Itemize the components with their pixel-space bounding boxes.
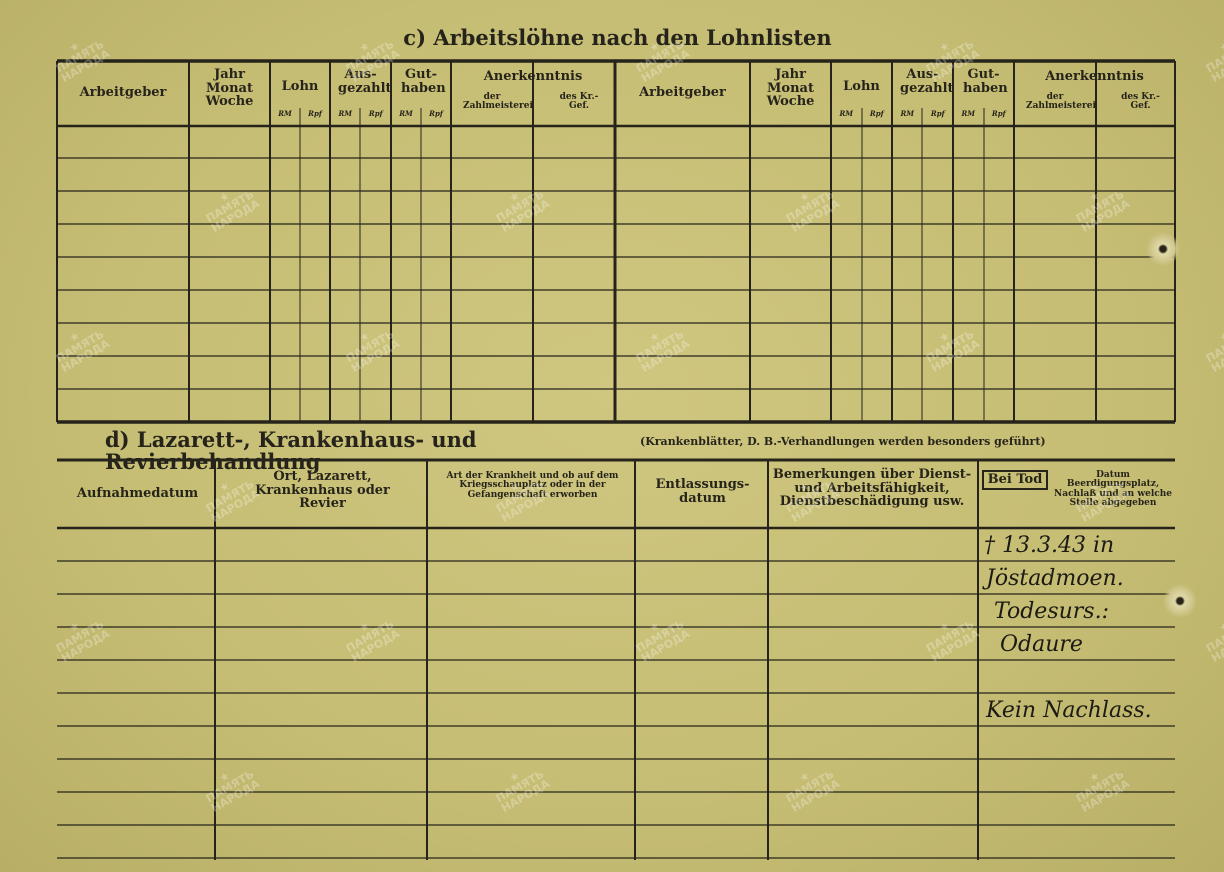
header-anerkenntnis: Anerkenntnis bbox=[1045, 69, 1144, 84]
header-lohn: Lohn bbox=[281, 79, 319, 94]
subheader-rm: RM bbox=[278, 109, 292, 118]
header-bei-tod: Bei Tod bbox=[982, 470, 1048, 490]
section-d-title: d) Lazarett-, Krankenhaus- und Revierbeh… bbox=[105, 427, 477, 475]
header-ausgezahlt: Aus-gezahlt bbox=[338, 67, 392, 96]
header-ausgezahlt: Aus-gezahlt bbox=[900, 67, 954, 96]
header-lohn: Lohn bbox=[843, 79, 880, 94]
subheader-rm: RM bbox=[399, 109, 413, 118]
subheader-rm: RM bbox=[338, 109, 353, 118]
handwritten-place: Jöstadmoen. bbox=[986, 566, 1124, 591]
punch-hole bbox=[1146, 232, 1180, 266]
subheader-rm: RM bbox=[900, 109, 915, 118]
header-zahlmeisterei: der Zahlmeisterei bbox=[463, 92, 533, 112]
subheader-rpf: Rpf bbox=[869, 109, 884, 118]
header-tod-detail: Datum Beerdigungsplatz, Nachlaß und an w… bbox=[1054, 470, 1172, 509]
handwritten-cause-label: Todesurs.: bbox=[994, 599, 1109, 624]
header-aufnahmedatum: Aufnahmedatum bbox=[76, 486, 199, 501]
header-arbeitgeber: Arbeitgeber bbox=[79, 85, 167, 100]
subheader-rpf: Rpf bbox=[368, 109, 383, 118]
header-kr-ges: des Kr.-Gef. bbox=[1121, 92, 1160, 112]
section-d-subtitle: (Krankenblätter, D. B.-Verhandlungen wer… bbox=[640, 435, 1046, 448]
handwritten-death-date: † 13.3.43 in bbox=[984, 533, 1115, 558]
header-jahr-monat-woche: Jahr Monat Woche bbox=[766, 67, 815, 110]
header-jahr-monat-woche: Jahr Monat Woche bbox=[205, 67, 254, 110]
header-kr-ges: des Kr.-Gef. bbox=[559, 92, 599, 112]
header-arbeitgeber: Arbeitgeber bbox=[639, 85, 726, 100]
handwritten-cause: Odaure bbox=[1000, 632, 1083, 657]
header-ort: Ort, Lazarett, Krankenhaus oder Revier bbox=[255, 469, 390, 512]
punch-hole bbox=[1163, 584, 1197, 618]
subheader-rpf: Rpf bbox=[429, 109, 443, 118]
subheader-rpf: Rpf bbox=[991, 109, 1006, 118]
header-zahlmeisterei: der Zahlmeisterei bbox=[1026, 92, 1096, 112]
subheader-rpf: Rpf bbox=[308, 109, 322, 118]
subheader-rpf: Rpf bbox=[930, 109, 945, 118]
header-anerkenntnis: Anerkenntnis bbox=[483, 69, 583, 84]
header-guthaben: Gut-haben bbox=[963, 67, 1008, 96]
header-guthaben: Gut-haben bbox=[401, 67, 446, 96]
handwritten-no-estate: Kein Nachlass. bbox=[986, 698, 1152, 723]
header-bemerkungen: Bemerkungen über Dienst- und Arbeitsfähi… bbox=[772, 467, 972, 510]
section-c-title: c) Arbeitslöhne nach den Lohnlisten bbox=[403, 25, 832, 50]
subheader-rm: RM bbox=[839, 109, 854, 118]
subheader-rm: RM bbox=[961, 109, 976, 118]
header-entlassungsdatum: Entlassungs-datum bbox=[655, 477, 750, 506]
header-krankheit: Art der Krankheit und ob auf dem Kriegss… bbox=[446, 471, 619, 500]
